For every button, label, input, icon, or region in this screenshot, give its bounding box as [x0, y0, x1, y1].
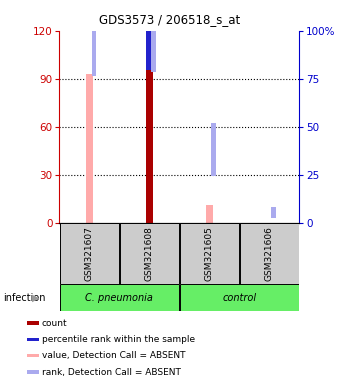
Text: GSM321607: GSM321607	[85, 226, 94, 281]
Text: value, Detection Call = ABSENT: value, Detection Call = ABSENT	[41, 351, 185, 360]
Text: control: control	[222, 293, 256, 303]
Text: ▶: ▶	[32, 293, 39, 303]
Bar	[60, 284, 179, 311]
Bar	[27, 338, 39, 341]
Bar	[271, 207, 275, 218]
Bar	[86, 74, 93, 223]
Bar	[206, 205, 213, 223]
Bar	[27, 370, 39, 374]
Text: GDS3573 / 206518_s_at: GDS3573 / 206518_s_at	[99, 13, 241, 26]
Bar	[91, 0, 96, 76]
Bar	[146, 42, 153, 223]
Bar	[180, 223, 239, 284]
Text: GSM321608: GSM321608	[145, 226, 154, 281]
Bar	[146, 0, 153, 70]
Bar	[152, 0, 156, 72]
Bar	[211, 123, 216, 176]
Text: count: count	[41, 319, 67, 328]
Bar	[27, 354, 39, 358]
Text: rank, Detection Call = ABSENT: rank, Detection Call = ABSENT	[41, 367, 181, 376]
Bar	[60, 223, 119, 284]
Text: C. pneumonia: C. pneumonia	[85, 293, 153, 303]
Text: GSM321605: GSM321605	[205, 226, 214, 281]
Bar	[27, 321, 39, 325]
Bar	[180, 284, 299, 311]
Text: percentile rank within the sample: percentile rank within the sample	[41, 335, 194, 344]
Text: GSM321606: GSM321606	[265, 226, 274, 281]
Bar	[240, 223, 299, 284]
Bar	[120, 223, 179, 284]
Text: infection: infection	[3, 293, 46, 303]
